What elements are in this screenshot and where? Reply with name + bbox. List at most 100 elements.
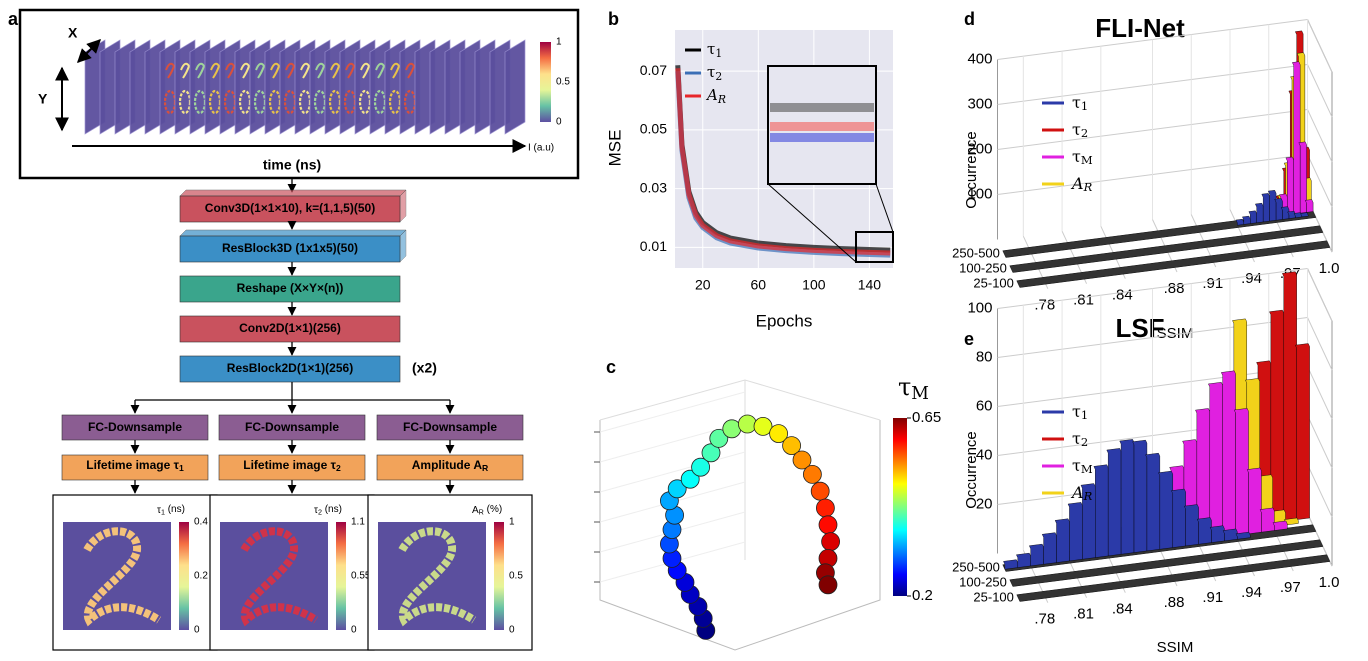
inset-band xyxy=(770,122,874,131)
colorbar-tick-label: 0 xyxy=(556,117,562,128)
output-label: Lifetime image τ2 xyxy=(243,458,341,473)
legend-label-base: A xyxy=(1070,483,1084,502)
chart-title: FLI-Net xyxy=(1095,13,1185,43)
bar xyxy=(1273,521,1287,531)
bar xyxy=(1003,560,1017,570)
x-tick-label: .88 xyxy=(1164,594,1185,611)
x-tick-label: .91 xyxy=(1202,589,1223,606)
legend-label: τ1 xyxy=(1072,402,1088,423)
chart-title: LSF xyxy=(1115,313,1164,343)
x-tick-label: 1.0 xyxy=(1319,574,1340,591)
time-slice xyxy=(505,40,525,134)
layer-top xyxy=(180,190,406,196)
bar xyxy=(1120,439,1134,554)
output-label-base: Lifetime image τ xyxy=(243,458,336,472)
grid-line xyxy=(1308,20,1333,73)
image-colorbar-tick: 0 xyxy=(194,625,200,636)
depth-label: 100-250 xyxy=(959,575,1007,590)
x-tick-label: .91 xyxy=(1202,275,1223,292)
colorbar-title-sub: M xyxy=(911,384,929,404)
bar xyxy=(1234,408,1248,535)
colorbar xyxy=(540,42,551,122)
head-label: FC-Downsample xyxy=(403,420,497,434)
output-label: Amplitude AR xyxy=(412,458,489,473)
bar xyxy=(1301,213,1309,217)
panel-label: b xyxy=(608,9,619,29)
y-tick-label: 0.07 xyxy=(640,62,667,78)
y-tick-label: 0.05 xyxy=(640,121,667,137)
bar xyxy=(1295,344,1309,520)
grid-line xyxy=(1308,318,1333,371)
bar xyxy=(1247,468,1261,534)
point xyxy=(819,576,837,594)
legend-label-sub: M xyxy=(1081,153,1093,167)
y-axis-label: Occurrence xyxy=(963,131,980,209)
grid-line xyxy=(1308,416,1333,469)
x-tick-label: .78 xyxy=(1034,611,1055,628)
bar xyxy=(1184,505,1198,546)
x-axis-label: Epochs xyxy=(756,311,813,330)
legend-label-sub: 1 xyxy=(715,47,722,60)
layer-label: Reshape (X×Y×(n)) xyxy=(237,281,344,295)
y-tick-label: 60 xyxy=(976,397,993,414)
bar xyxy=(1197,518,1211,545)
layer-label: Conv3D(1×1×10), k=(1,1,5)(50) xyxy=(205,201,375,215)
image-colorbar-tick: 0.4 xyxy=(194,517,208,528)
image-unit: AR (%) xyxy=(472,504,502,517)
colorbar-tick-label: 1 xyxy=(556,37,562,48)
legend-label-base: τ xyxy=(1072,456,1081,475)
x-tick-label: .94 xyxy=(1241,584,1262,601)
box-edge xyxy=(600,420,880,650)
legend-label: AR xyxy=(1070,174,1093,195)
legend-label: τM xyxy=(1072,456,1093,477)
legend-label-base: τ xyxy=(1072,120,1081,139)
legend-label: τ2 xyxy=(1072,120,1088,141)
repeat-label: (x2) xyxy=(412,360,437,376)
bar xyxy=(1171,489,1185,548)
x-tick-label: 60 xyxy=(751,277,767,293)
box-edge xyxy=(600,380,880,420)
legend-label-sub: 1 xyxy=(1081,99,1088,113)
point xyxy=(822,533,840,551)
point xyxy=(819,516,837,534)
x-tick-label: .81 xyxy=(1073,606,1094,623)
x-tick-label: .84 xyxy=(1112,601,1133,618)
depth-label: 100-250 xyxy=(959,261,1007,276)
legend-label-sub: M xyxy=(1081,462,1093,476)
legend-label-base: τ xyxy=(707,40,715,58)
depth-label: 25-100 xyxy=(973,590,1013,605)
bar xyxy=(1208,382,1222,539)
x-tick-label: 100 xyxy=(802,277,826,293)
x-tick-label: 140 xyxy=(858,277,882,293)
image-unit-rest: (%) xyxy=(484,504,502,515)
y-tick-label: 300 xyxy=(967,95,992,112)
bar xyxy=(1094,465,1108,558)
image-colorbar-tick: 0 xyxy=(351,625,357,636)
image-colorbar xyxy=(494,522,504,630)
image-colorbar-tick: 1 xyxy=(509,517,515,528)
y-tick-label: 80 xyxy=(976,348,993,365)
bar xyxy=(1042,533,1056,565)
y-axis-label: Occurrence xyxy=(963,431,980,509)
inset-band xyxy=(770,103,874,112)
colorbar xyxy=(893,418,907,596)
x-tick-label: .81 xyxy=(1073,292,1094,309)
bar xyxy=(1016,553,1030,567)
bar xyxy=(1133,440,1147,552)
panel-label: c xyxy=(606,357,616,377)
point xyxy=(803,465,821,483)
legend-label-base: τ xyxy=(707,63,715,81)
output-label-base: Lifetime image τ xyxy=(86,458,179,472)
layer-side xyxy=(400,190,406,222)
output-label-sub: R xyxy=(482,463,489,473)
x-tick-label: .88 xyxy=(1164,280,1185,297)
bar xyxy=(1146,453,1160,551)
layer-top xyxy=(180,230,406,236)
legend-label-sub: 2 xyxy=(1081,435,1088,449)
legend-label-base: τ xyxy=(1072,429,1081,448)
layer-label: Conv2D(1×1)(256) xyxy=(239,321,341,335)
output-label-sub: 2 xyxy=(336,463,341,473)
grid-line xyxy=(1308,465,1333,518)
grid-line xyxy=(1308,65,1333,118)
point xyxy=(811,482,829,500)
